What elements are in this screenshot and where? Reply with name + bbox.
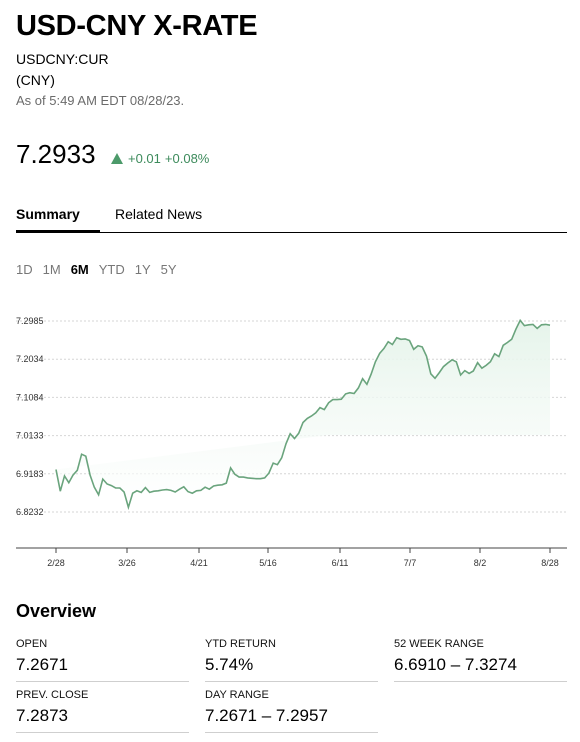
tab-bar: Summary Related News	[16, 206, 567, 233]
x-tick-label: 2/28	[47, 558, 65, 568]
ticker-symbol: USDCNY:CUR	[16, 51, 109, 67]
stat-value: 5.74%	[205, 655, 254, 674]
x-tick-label: 6/11	[332, 558, 349, 568]
x-tick-label: 5/16	[259, 558, 277, 568]
stat-label: PREV. CLOSE	[16, 689, 89, 701]
stat-value: 7.2671 – 7.2957	[205, 706, 328, 725]
stat-label: OPEN	[16, 638, 48, 650]
x-tick-label: 8/2	[474, 558, 487, 568]
stat-ytd-return: YTD RETURN 5.74%	[205, 638, 378, 682]
tab-summary[interactable]: Summary	[16, 206, 100, 233]
y-tick-label: 6.9183	[16, 469, 44, 479]
stat-prev-close: PREV. CLOSE 7.2873	[16, 689, 189, 733]
price-chart[interactable]: 7.2985 7.2034 7.1084 7.0133 6.9183 6.8232 2/2…	[0, 290, 580, 580]
stat-value: 7.2873	[16, 706, 68, 725]
y-tick-label: 6.8232	[16, 507, 44, 517]
price-line	[55, 318, 551, 511]
change-percent: +0.08%	[164, 151, 210, 166]
change-value: +0.01	[128, 151, 161, 166]
y-tick-label: 7.1084	[16, 392, 44, 402]
stat-value: 7.2671	[16, 655, 68, 674]
stat-day-range: DAY RANGE 7.2671 – 7.2957	[205, 689, 378, 733]
x-tick-label: 8/28	[541, 558, 559, 568]
stat-52-week-range: 52 WEEK RANGE 6.6910 – 7.3274	[394, 638, 567, 682]
y-tick-label: 7.0133	[16, 431, 44, 441]
price-change: +0.01 +0.08%	[111, 151, 209, 166]
stat-label: DAY RANGE	[205, 689, 269, 701]
overview-title: Overview	[16, 601, 97, 621]
range-selector: 1D 1M 6M YTD 1Y 5Y	[16, 262, 177, 277]
price-area	[56, 320, 550, 508]
up-arrow-icon	[111, 153, 123, 164]
x-tick-label: 3/26	[118, 558, 136, 568]
current-price: 7.2933	[16, 139, 96, 169]
page-title: USD-CNY X-RATE	[16, 10, 258, 42]
y-tick-label: 7.2034	[16, 354, 44, 364]
stat-value: 6.6910 – 7.3274	[394, 655, 517, 674]
tab-related-news[interactable]: Related News	[115, 206, 203, 222]
range-5y[interactable]: 5Y	[160, 262, 177, 277]
range-6m[interactable]: 6M	[70, 262, 89, 277]
range-ytd[interactable]: YTD	[98, 262, 125, 277]
stat-label: YTD RETURN	[205, 638, 276, 650]
currency-label: (CNY)	[16, 72, 55, 88]
stat-open: OPEN 7.2671	[16, 638, 189, 682]
range-1m[interactable]: 1M	[42, 262, 61, 277]
as-of-timestamp: As of 5:49 AM EDT 08/28/23.	[16, 93, 185, 108]
x-tick-label: 4/21	[190, 558, 208, 568]
x-tick-label: 7/7	[404, 558, 417, 568]
stat-label: 52 WEEK RANGE	[394, 638, 484, 650]
y-tick-label: 7.2985	[16, 316, 44, 326]
range-1y[interactable]: 1Y	[134, 262, 151, 277]
range-1d[interactable]: 1D	[16, 262, 33, 277]
